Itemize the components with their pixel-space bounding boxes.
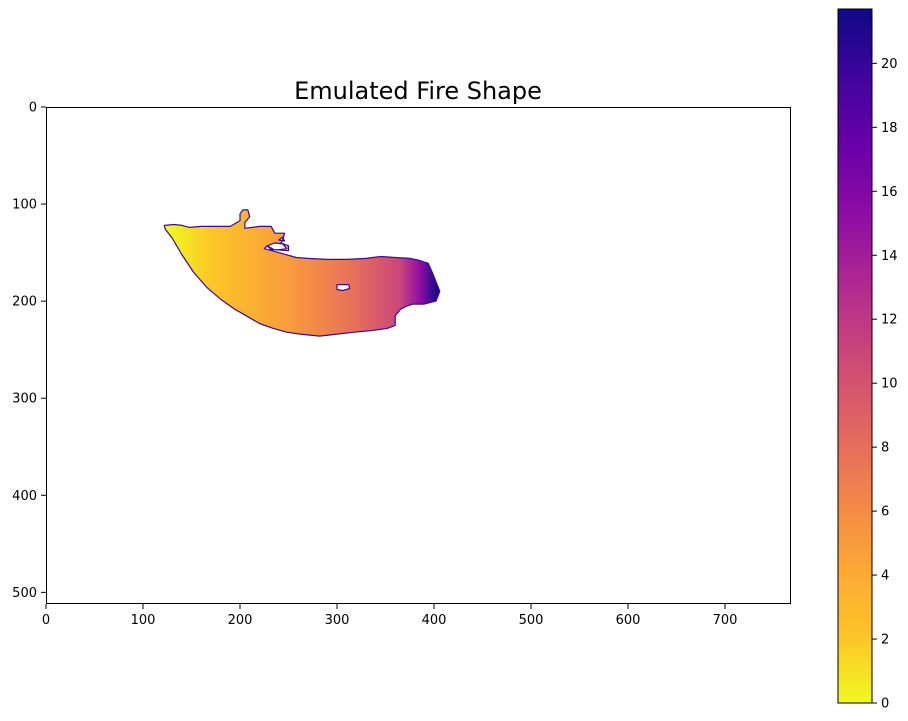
colorbar: 0 2 4 6 8 10 12 14 16 18 20 [837,8,898,712]
colorbar-tick-label: 0 [881,697,889,712]
x-tick-label: 400 [422,613,447,628]
x-tick-label: 300 [325,613,350,628]
colorbar-tick-label: 20 [881,57,898,72]
plot-area [163,209,441,337]
y-tick-label: 100 [12,198,37,213]
x-axis: 0 100 200 300 400 500 600 700 [42,604,738,628]
y-tick-label: 200 [12,295,37,310]
colorbar-tick-label: 6 [881,505,889,520]
y-tick-label: 400 [12,489,37,504]
chart-title: Emulated Fire Shape [294,77,542,105]
x-tick-label: 200 [228,613,253,628]
colorbar-tick-label: 12 [881,313,898,328]
x-tick-label: 700 [713,613,738,628]
colorbar-tick-label: 14 [881,249,898,264]
colorbar-tick-label: 4 [881,569,889,584]
fire-shape [163,209,441,337]
x-tick-label: 600 [616,613,641,628]
axes-frame [46,107,791,604]
y-tick-label: 500 [12,586,37,601]
colorbar-tick-label: 16 [881,185,898,200]
colorbar-tick-label: 2 [881,633,889,648]
x-tick-label: 100 [131,613,156,628]
y-tick-label: 0 [29,101,37,116]
colorbar-tick-label: 18 [881,121,898,136]
y-axis: 0 100 200 300 400 500 [12,101,46,601]
x-tick-label: 0 [42,613,50,628]
colorbar-scale [837,8,873,704]
colorbar-tick-label: 10 [881,377,898,392]
colorbar-tick-label: 8 [881,441,889,456]
y-tick-label: 300 [12,392,37,407]
x-tick-label: 500 [519,613,544,628]
